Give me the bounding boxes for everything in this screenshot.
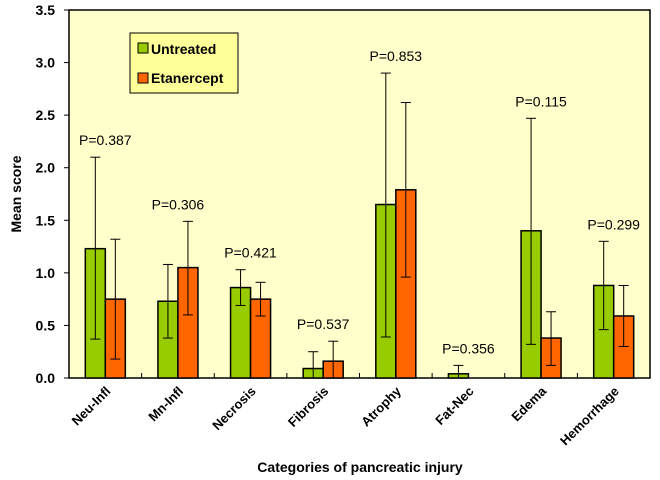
x-tick-label: Mn-Infl	[145, 384, 186, 425]
y-tick-label: 3.0	[36, 55, 56, 71]
category-labels: Neu-Infl Mn-Infl Necrosis Fibrosis Atrophy Fa…	[69, 383, 622, 448]
y-tick-label: 0.0	[36, 370, 56, 386]
legend-label-untreated: Untreated	[151, 41, 216, 57]
p-value-label: P=0.356	[442, 340, 495, 356]
y-tick-label: 3.5	[36, 2, 56, 18]
y-tick-label: 2.0	[36, 160, 56, 176]
x-tick-label: Atrophy	[358, 383, 404, 429]
bars	[84, 189, 635, 379]
x-tick-label: Necrosis	[209, 384, 258, 433]
y-tick-label: 2.5	[36, 107, 56, 123]
p-value-label: P=0.387	[79, 132, 132, 148]
y-tick-label: 1.0	[36, 265, 56, 281]
p-value-label: P=0.115	[515, 93, 567, 109]
legend-label-etanercept: Etanercept	[151, 70, 224, 86]
p-value-label: P=0.299	[587, 216, 640, 232]
p-value-label: P=0.421	[224, 245, 277, 261]
p-value-annotations: P=0.387 P=0.306 P=0.421 P=0.537 P=0.853 P=0.3…	[79, 48, 640, 356]
legend-swatch-etanercept	[137, 72, 149, 84]
y-tick-label: 1.5	[36, 212, 56, 228]
y-axis-ticks: 0.0 0.5 1.0 1.5 2.0 2.5 3.0 3.5	[36, 2, 69, 386]
y-tick-label: 0.5	[36, 317, 56, 333]
legend: Untreated Etanercept	[129, 32, 239, 94]
p-value-label: P=0.537	[297, 316, 350, 332]
p-value-label: P=0.306	[152, 196, 205, 212]
y-axis-title: Mean score	[8, 155, 24, 232]
legend-swatch-untreated	[137, 42, 149, 54]
x-tick-label: Fat-Nec	[432, 384, 476, 428]
x-axis-ticks	[141, 373, 578, 378]
error-bars	[90, 72, 629, 378]
x-tick-label: Neu-Infl	[69, 384, 114, 429]
p-value-label: P=0.853	[370, 48, 423, 64]
x-tick-label: Hemorrhage	[557, 384, 622, 449]
x-tick-label: Edema	[508, 383, 549, 424]
x-axis-title: Categories of pancreatic injury	[257, 459, 463, 475]
x-tick-label: Fibrosis	[285, 384, 331, 430]
